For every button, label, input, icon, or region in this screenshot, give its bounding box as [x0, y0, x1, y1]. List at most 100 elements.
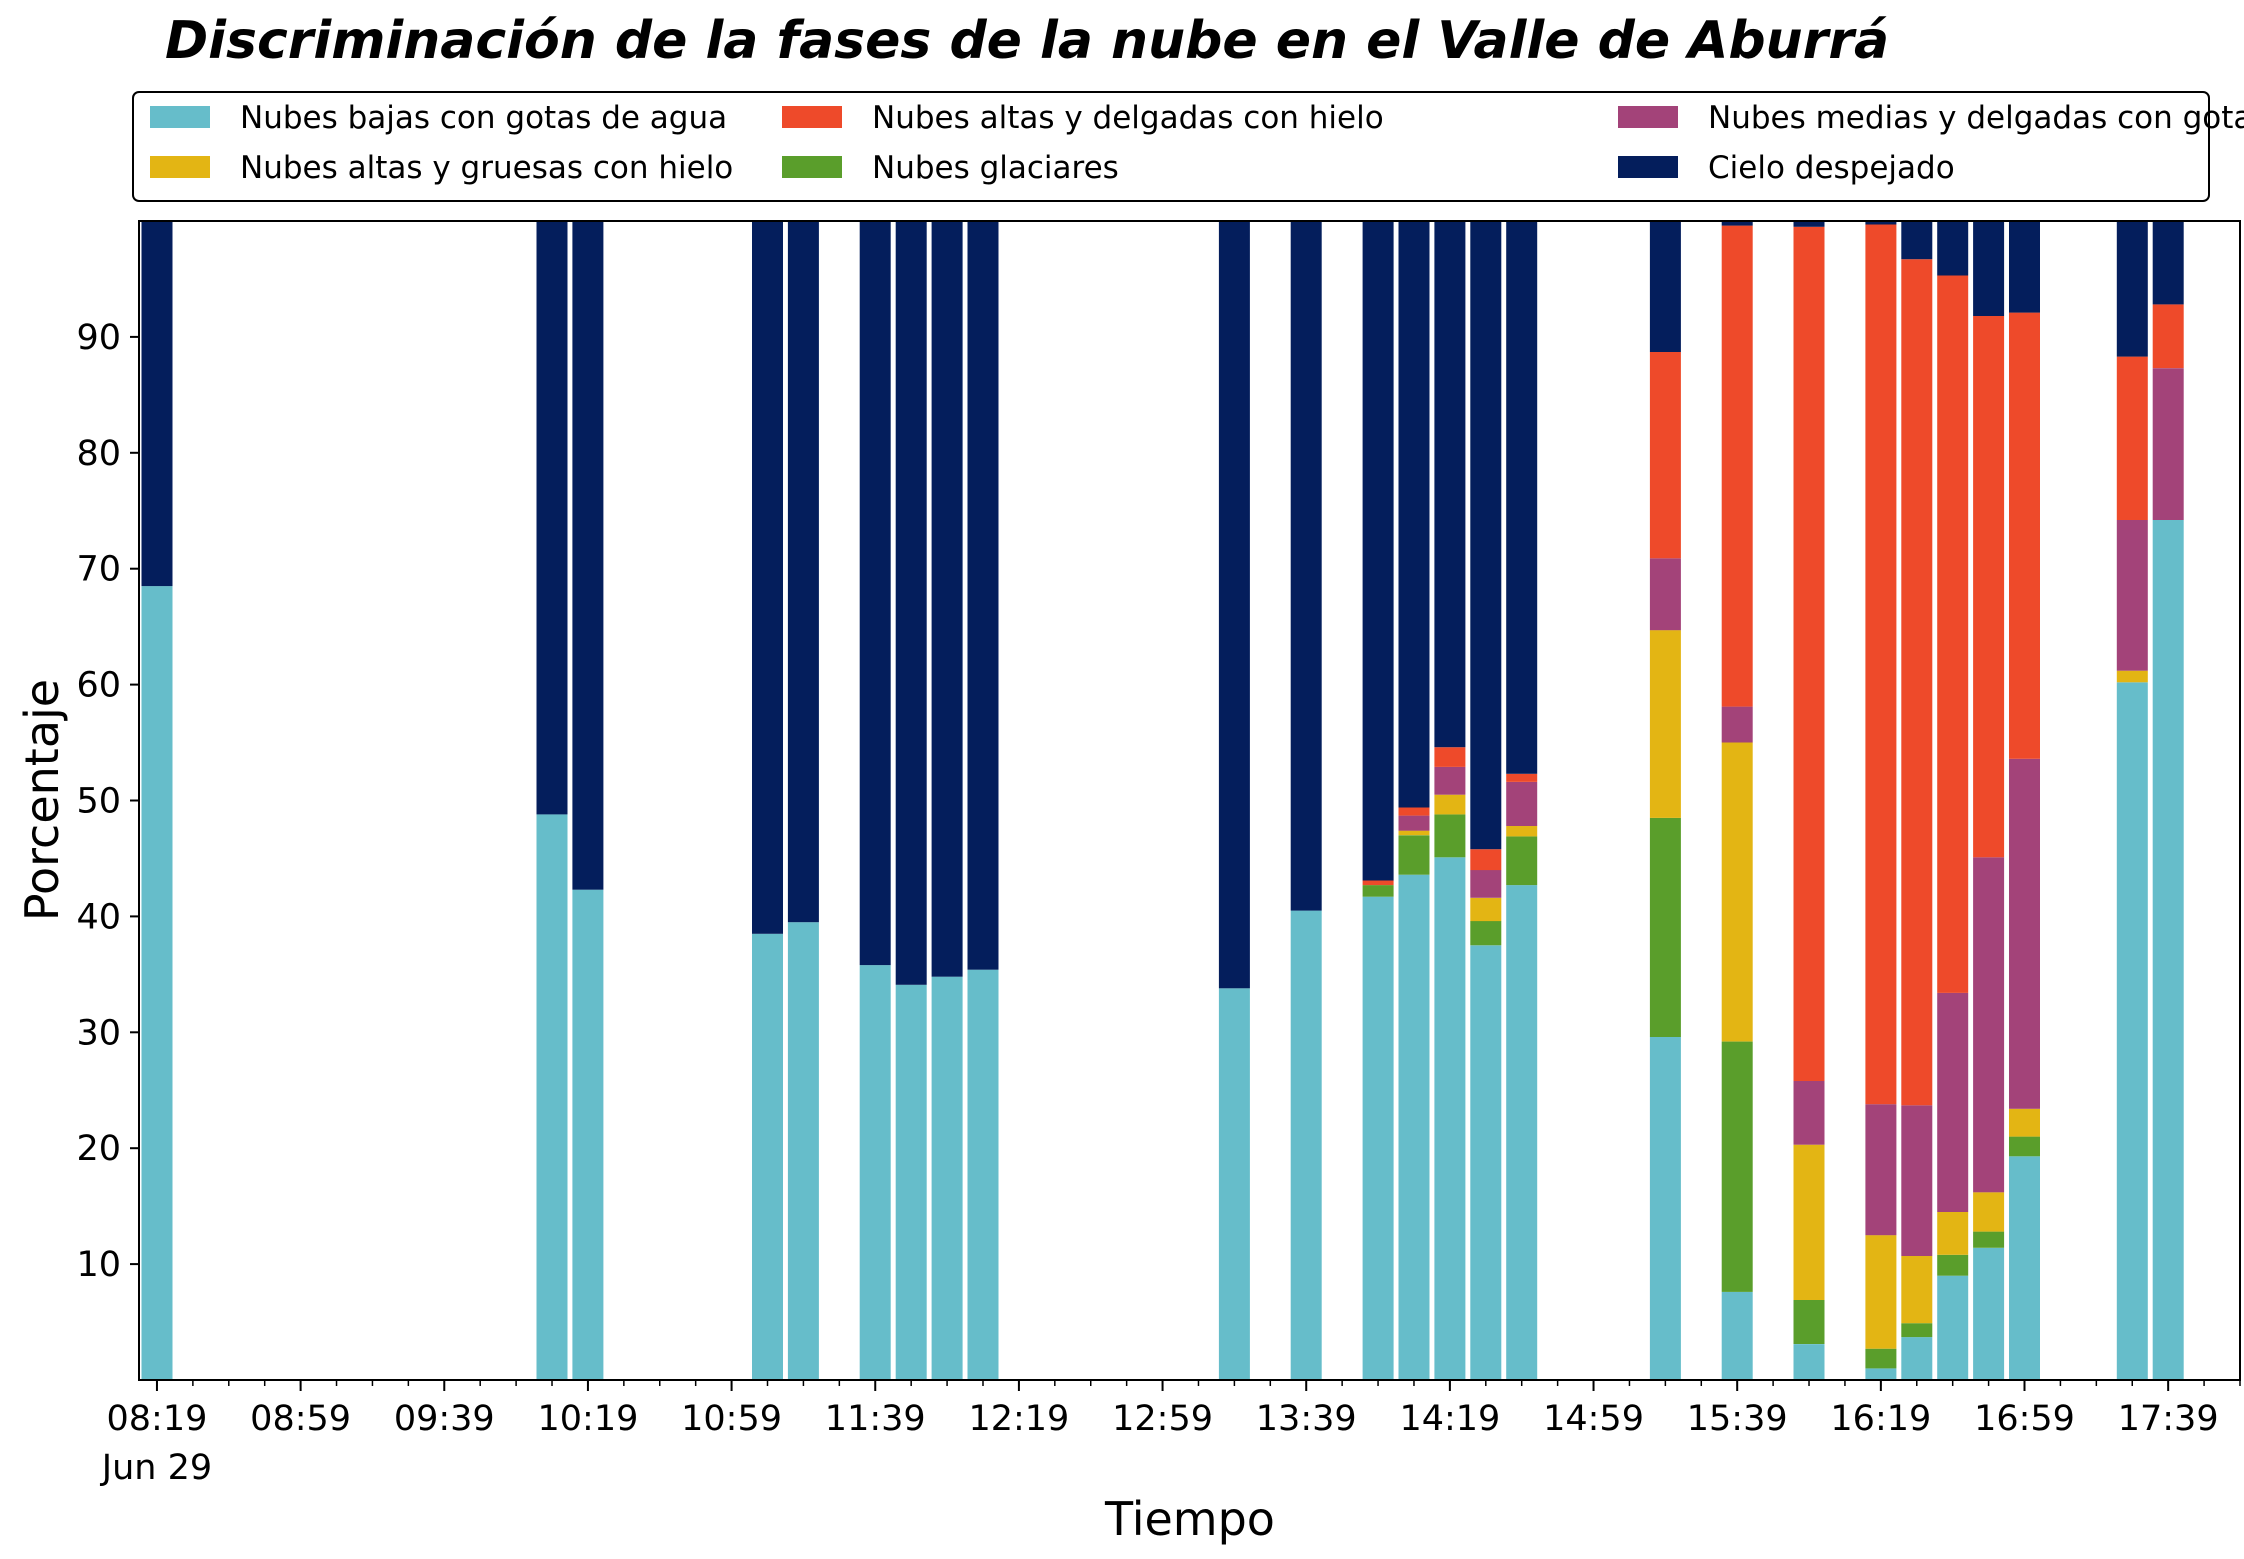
bar-segment: [1434, 794, 1466, 815]
legend-swatch: [150, 106, 210, 128]
bar-segment: [1649, 630, 1681, 818]
bar-segment: [1901, 1256, 1933, 1324]
x-tick-label: 16:19: [1830, 1399, 1931, 1439]
bar-segment: [787, 221, 819, 923]
legend-label: Nubes glaciares: [872, 150, 1119, 186]
y-tick-label: 70: [76, 550, 121, 590]
y-tick-label: 10: [76, 1245, 121, 1285]
bar-segment: [1721, 706, 1753, 743]
bar-stack-1539: [1721, 221, 1753, 1380]
x-tick-label: 14:19: [1399, 1399, 1500, 1439]
bar-segment: [1937, 1211, 1969, 1255]
bar-stack-1359: [1362, 221, 1394, 1380]
bar-stack-1519: [1649, 221, 1681, 1380]
bar-stack-1639: [1937, 221, 1969, 1380]
bar-segment: [1793, 1344, 1825, 1380]
bar-segment: [2116, 221, 2148, 357]
bar-stack-1119: [787, 221, 819, 1380]
y-axis-label: Porcentaje: [15, 679, 69, 921]
legend-box: [132, 91, 2210, 202]
bar-segment: [1937, 1275, 1969, 1380]
bar-stack-1729: [2116, 221, 2148, 1380]
x-tick-label: 17:39: [2118, 1399, 2219, 1439]
bar-segment: [1506, 826, 1538, 837]
bar-segment: [1937, 275, 1969, 993]
x-tick-label: 16:59: [1974, 1399, 2075, 1439]
bar-stack-1319: [1218, 221, 1250, 1380]
legend-label: Nubes medias y delgadas con gotas de agu…: [1708, 100, 2244, 136]
bar-segment: [1937, 1254, 1969, 1276]
bar-segment: [1506, 773, 1538, 782]
bar-segment: [1721, 1041, 1753, 1292]
bar-segment: [1649, 221, 1681, 352]
bar-segment: [1398, 830, 1430, 836]
legend-swatch: [150, 156, 210, 178]
bar-segment: [1290, 910, 1322, 1380]
x-tick-label: 09:39: [394, 1399, 495, 1439]
x-tick-label: 12:59: [1112, 1399, 1213, 1439]
bar-segment: [752, 933, 783, 1380]
bar-segment: [2152, 304, 2184, 369]
x-tick-label: 10:59: [681, 1399, 782, 1439]
bar-stack-1209: [967, 221, 999, 1380]
bar-stack-1629: [1901, 221, 1933, 1380]
bar-segment: [787, 922, 819, 1380]
bar-segment: [967, 969, 999, 1380]
bar-segment: [1937, 992, 1969, 1212]
x-tick-label: 11:39: [825, 1399, 926, 1439]
bar-segment: [1398, 874, 1430, 1380]
legend-swatch: [1618, 106, 1678, 128]
bar-segment: [572, 221, 604, 890]
legend-label: Nubes altas y delgadas con hielo: [872, 100, 1384, 136]
bar-segment: [1398, 807, 1430, 816]
bar-segment: [1937, 221, 1969, 276]
bar-segment: [1793, 221, 1825, 227]
bar-segment: [2152, 368, 2184, 520]
bar-segment: [1649, 352, 1681, 559]
x-axis: 08:19 Jun 29 08:59 09:39 10:19 10:59 11:39 12:1…: [100, 1380, 2241, 1488]
bar-segment: [1721, 742, 1753, 1042]
bar-stack-1739: [2152, 221, 2184, 1380]
bar-segment: [1470, 849, 1502, 871]
bar-segment: [1649, 1036, 1681, 1380]
bar-segment: [1865, 224, 1897, 1105]
bar-stack-1339: [1290, 221, 1322, 1380]
bar-segment: [1973, 1247, 2005, 1380]
x-axis-label: Tiempo: [1104, 1492, 1275, 1546]
bar-segment: [1434, 857, 1466, 1380]
plot-area: [138, 220, 2241, 1381]
bar-stack-1559: [1793, 221, 1825, 1380]
bar-segment: [1973, 1192, 2005, 1232]
bar-stack-1409: [1398, 221, 1430, 1380]
bar-segment: [1973, 857, 2005, 1193]
bar-stack-1439: [1506, 221, 1538, 1380]
bar-segment: [2009, 1136, 2040, 1157]
x-tick-label: 14:59: [1543, 1399, 1644, 1439]
bar-segment: [1793, 1300, 1825, 1344]
bar-segment: [1865, 1368, 1897, 1380]
bar-segment: [1470, 897, 1502, 922]
bar-stack-1429: [1470, 221, 1502, 1380]
bar-segment: [1901, 1323, 1933, 1338]
bar-segment: [1506, 836, 1538, 886]
y-tick-label: 50: [76, 782, 121, 822]
bar-segment: [1470, 921, 1502, 946]
bar-segment: [1218, 988, 1250, 1380]
y-tick-label: 80: [76, 434, 121, 474]
bar-segment: [1398, 835, 1430, 875]
bar-segment: [1865, 1348, 1897, 1369]
bar-segment: [1362, 221, 1394, 881]
bar-segment: [1793, 1144, 1825, 1300]
bar-segment: [1865, 221, 1897, 225]
bar-segment: [1973, 221, 2005, 316]
y-tick-label: 30: [76, 1013, 121, 1053]
bar-segment: [1290, 221, 1322, 911]
x-tick-sublabel: Jun 29: [100, 1448, 212, 1488]
bar-segment: [1362, 896, 1394, 1380]
bar-segment: [1973, 1231, 2005, 1248]
bar-segment: [1362, 880, 1394, 886]
bar-stack-1139: [859, 221, 891, 1380]
bar-segment: [895, 221, 927, 985]
